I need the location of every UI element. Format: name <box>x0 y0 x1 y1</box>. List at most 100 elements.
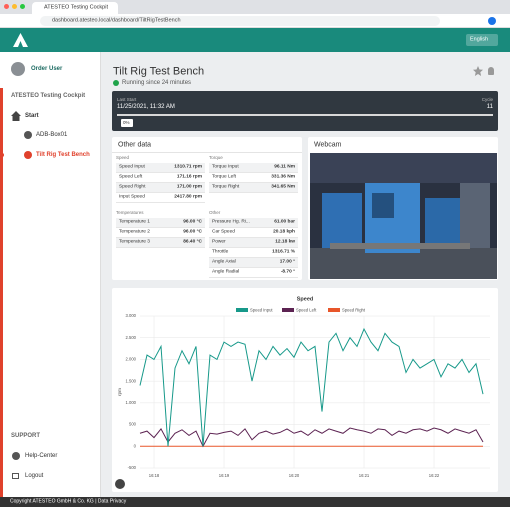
table-row <box>209 218 298 228</box>
row-value: 96.11 Nm <box>274 164 295 170</box>
nav-item[interactable]: Start <box>25 113 39 119</box>
progress-bubble <box>121 119 133 127</box>
row-label: Torque Left <box>212 174 237 180</box>
chart: Speed rpm 3.000 2.500 2.000 1.500 1.000 500 0 -… <box>117 296 490 478</box>
y-tick-label: 2.000 <box>126 357 137 362</box>
last-start-label: Last Start <box>117 96 137 102</box>
star-icon[interactable] <box>473 66 483 76</box>
row-value: 171.00 rpm <box>176 184 202 190</box>
row-label: Input Speed <box>119 194 145 200</box>
row-label: Torque Input <box>212 164 239 170</box>
user-icon[interactable] <box>488 67 494 75</box>
group-title: Temperatures <box>116 209 144 215</box>
table-row <box>116 238 205 248</box>
nav-icon <box>24 131 32 139</box>
row-label: Angle Radial <box>212 269 240 275</box>
legend-label: Speed Input <box>250 308 273 313</box>
cycle: 11 <box>486 104 493 110</box>
row-value: 12.18 kw <box>275 239 295 245</box>
active-dot <box>0 153 4 157</box>
tab[interactable] <box>32 2 118 14</box>
avatar[interactable] <box>11 62 25 76</box>
row-label: Temperature 3 <box>119 239 150 245</box>
table-row <box>209 228 298 238</box>
chart-title: Speed <box>297 296 314 302</box>
row-label: Angle Axial <box>212 259 236 265</box>
sidebar <box>0 52 101 497</box>
support-item[interactable]: Logout <box>25 473 44 479</box>
y-tick-label: -500 <box>128 465 137 470</box>
x-tick-label: 16:19 <box>219 473 230 478</box>
status-dot <box>113 80 119 86</box>
table-row <box>209 173 298 183</box>
row-label: Torque Right <box>212 184 240 190</box>
page-title: Tilt Rig Test Bench <box>113 65 205 78</box>
x-tick-label: 16:22 <box>429 473 440 478</box>
language: English <box>470 36 489 43</box>
url-field[interactable] <box>40 16 440 26</box>
run-card <box>112 91 498 131</box>
table-row <box>116 163 205 173</box>
nav-item[interactable]: ADB-Box01 <box>36 132 68 138</box>
legend-swatch <box>328 308 340 312</box>
tab-bar <box>0 0 510 14</box>
row-value: 61.00 bar <box>274 219 295 225</box>
row-value: 17.00 ° <box>279 259 295 265</box>
app-header <box>0 28 510 52</box>
support-item[interactable]: Help-Center <box>25 453 58 459</box>
row-value: 171.16 rpm <box>176 174 202 180</box>
divider <box>112 152 302 153</box>
progress-track <box>117 114 493 116</box>
y-axis-label: rpm <box>117 388 122 396</box>
url: dashboard.atesteo.local/dashboard/TiltRi… <box>52 17 181 24</box>
language-select[interactable] <box>466 34 498 46</box>
status: Running since 24 minutes <box>122 80 192 86</box>
max-dot[interactable] <box>20 4 25 9</box>
pause-button[interactable] <box>115 479 125 489</box>
help-icon <box>12 452 20 460</box>
table-row <box>209 163 298 173</box>
row-value: 1310.71 rpm <box>174 164 202 170</box>
profile-icon[interactable] <box>488 17 496 25</box>
row-value: 331.36 Nm <box>271 174 295 180</box>
table-row <box>209 268 298 278</box>
table-row <box>116 183 205 193</box>
y-tick-label: 1.500 <box>126 378 137 383</box>
y-tick-label: 0 <box>134 443 137 448</box>
row-label: Pressure Hg. Ri... <box>212 219 250 225</box>
footer-text: Copyright ATESTEO GmbH & Co. KG | Data P… <box>10 498 127 505</box>
legend-label: Speed Right <box>342 308 366 313</box>
webcam-image <box>310 153 497 279</box>
nav-item-active[interactable]: Tilt Rig Test Bench <box>36 152 90 158</box>
legend-label: Speed Left <box>296 308 317 313</box>
row-value: 2417.80 rpm <box>174 194 202 200</box>
table-row <box>116 218 205 228</box>
user-name[interactable]: Order User <box>31 66 63 72</box>
x-tick-label: 16:20 <box>289 473 300 478</box>
table-row <box>116 173 205 183</box>
row-label: Power <box>212 239 226 245</box>
row-label: Temperature 1 <box>119 219 150 225</box>
row-value: 20.18 kph <box>273 229 295 235</box>
row-label: Throttle <box>212 249 229 255</box>
support-title: SUPPORT <box>11 433 41 439</box>
row-label: Temperature 2 <box>119 229 150 235</box>
row-value: 1316.71 % <box>272 249 295 255</box>
row-label: Car Speed <box>212 229 235 235</box>
row-value: 341.65 Nm <box>271 184 295 190</box>
card-title: Other data <box>118 141 152 149</box>
cycle-label: Cycle <box>481 96 493 102</box>
footer <box>0 497 510 507</box>
close-dot[interactable] <box>4 4 9 9</box>
x-tick-label: 16:18 <box>149 473 160 478</box>
series-line <box>139 427 484 448</box>
y-tick-label: 3.000 <box>126 313 137 318</box>
table-row <box>116 193 205 203</box>
min-dot[interactable] <box>12 4 17 9</box>
logo <box>13 33 28 47</box>
section-title: ATESTEO Testing Cockpit <box>11 93 86 99</box>
legend-swatch <box>282 308 294 312</box>
chart-card <box>112 288 498 492</box>
group-title: Speed <box>116 154 130 160</box>
